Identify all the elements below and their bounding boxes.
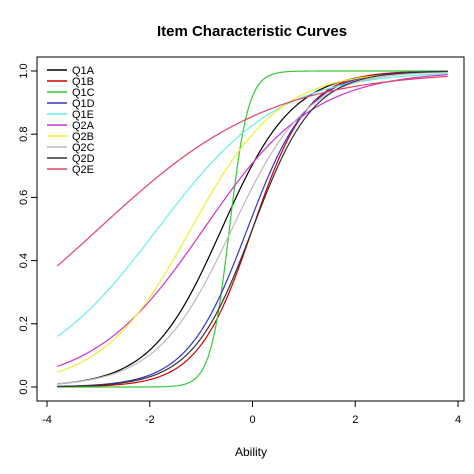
- x-tick-label: 0: [249, 414, 255, 426]
- legend-label-q2e: Q2E: [72, 164, 94, 176]
- legend-label-q2c: Q2C: [72, 142, 95, 154]
- plot-frame: [36, 56, 465, 402]
- y-tick-label: 0.4: [18, 253, 30, 268]
- legend-label-q1b: Q1B: [72, 76, 94, 88]
- chart-title: Item Characteristic Curves: [157, 23, 347, 40]
- legend-label-q1d: Q1D: [72, 98, 95, 110]
- x-tick-label: 4: [455, 414, 461, 426]
- x-axis-label: Ability: [235, 445, 267, 459]
- series-lines: [56, 70, 448, 388]
- series-line-q2a: [57, 74, 448, 367]
- series-line-q1e: [56, 72, 448, 337]
- series-line-q2e: [56, 75, 448, 267]
- series-line-q2c: [57, 71, 448, 385]
- y-tick-label: 0.6: [18, 190, 30, 205]
- legend-label-q1e: Q1E: [72, 109, 94, 121]
- series-line-q2d: [57, 70, 448, 388]
- legend-label-q1a: Q1A: [72, 65, 95, 77]
- series-line-q1d: [57, 70, 448, 388]
- x-axis: -4 -2 0 2 4: [42, 401, 461, 426]
- y-tick-label: 0.2: [18, 316, 30, 331]
- legend-label-q2a: Q2A: [72, 120, 95, 132]
- x-tick-label: -4: [42, 414, 52, 426]
- legend-label-q2d: Q2D: [72, 153, 95, 165]
- x-tick-label: 2: [352, 414, 358, 426]
- legend-label-q1c: Q1C: [72, 87, 95, 99]
- x-tick-label: -2: [145, 414, 155, 426]
- y-tick-label: 0.8: [18, 127, 30, 142]
- series-line-q1c: [57, 70, 448, 388]
- y-tick-label: 1.0: [18, 63, 30, 78]
- y-tick-label: 0.0: [18, 379, 30, 394]
- y-axis: 0.0 0.2 0.4 0.6 0.8 1.0: [18, 63, 37, 395]
- legend-label-q2b: Q2B: [72, 131, 94, 143]
